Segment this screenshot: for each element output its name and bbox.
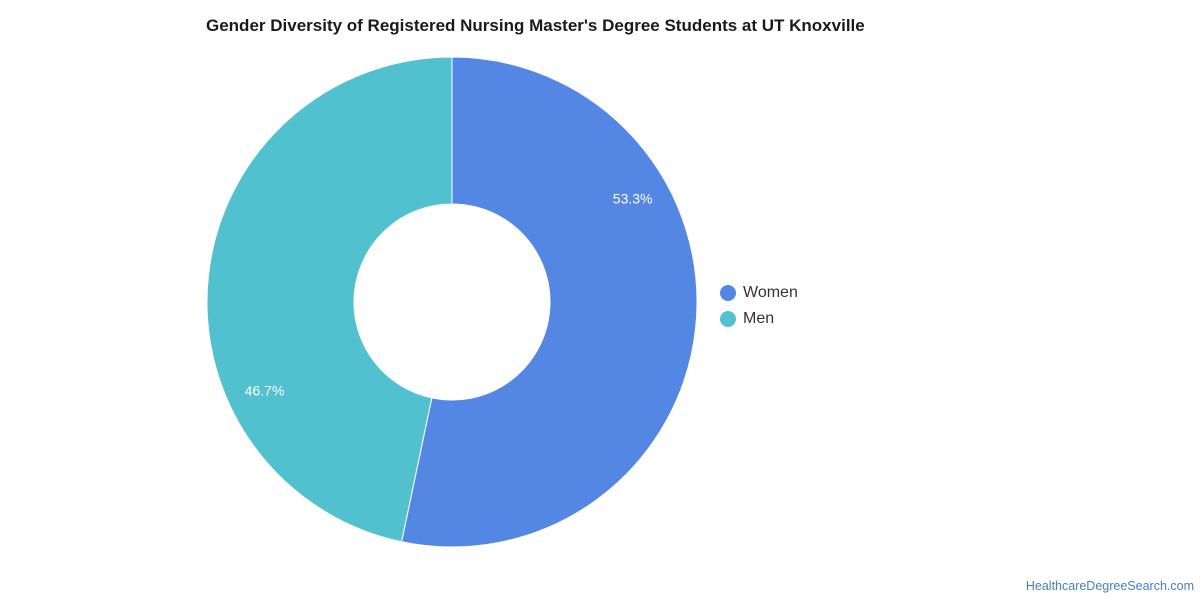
slice-women[interactable]	[400, 56, 698, 548]
slice-men[interactable]	[206, 56, 453, 543]
source-credit-link[interactable]: HealthcareDegreeSearch.com	[1025, 579, 1194, 593]
legend-item-men[interactable]: Men	[720, 306, 798, 332]
chart-title: Gender Diversity of Registered Nursing M…	[206, 16, 865, 35]
legend-label-men: Men	[743, 310, 775, 327]
legend-item-women[interactable]: Women	[720, 280, 798, 306]
slice-label-men: 46.7%	[245, 383, 285, 399]
legend-label-women: Women	[743, 284, 798, 301]
legend-swatch-women	[720, 285, 736, 301]
legend: Women Men	[720, 280, 798, 332]
legend-swatch-men	[720, 311, 736, 327]
slice-label-women: 53.3%	[613, 191, 653, 207]
